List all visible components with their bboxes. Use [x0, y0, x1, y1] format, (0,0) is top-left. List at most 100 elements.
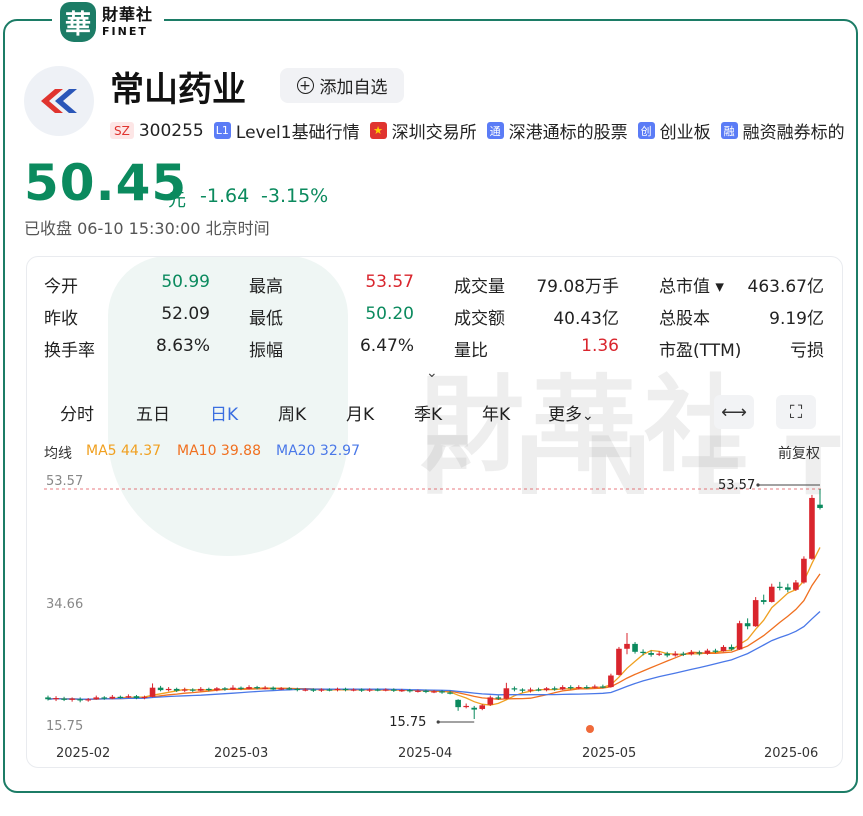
tab-quarterly-k[interactable]: 季K: [414, 405, 443, 425]
candle: [415, 690, 421, 692]
stat-value: 亏损: [790, 341, 824, 361]
stat-value: 52.09: [161, 304, 210, 324]
tag-label: 深港通标的股票: [508, 123, 628, 143]
x-tick-label: 2025-06: [764, 746, 818, 761]
plus-circle-icon: +: [296, 77, 314, 94]
brand-name-en: FINET: [102, 25, 148, 38]
tag-margin[interactable]: 融融资融券标的: [720, 118, 845, 143]
low-annotation-dot: [436, 720, 440, 724]
candle: [479, 705, 486, 709]
candle: [173, 688, 180, 691]
tab-monthly-k[interactable]: 月K: [346, 405, 375, 425]
candle: [270, 687, 276, 690]
candle: [608, 675, 614, 688]
margin-badge-icon: 融: [720, 122, 738, 139]
candle: [254, 687, 260, 689]
candle: [455, 699, 461, 708]
candle: [310, 689, 317, 691]
candle: [640, 651, 646, 654]
candle: [165, 688, 172, 691]
fullscreen-icon[interactable]: ⛶: [776, 395, 816, 429]
tag-level1[interactable]: L1 Level1基础行情: [213, 118, 360, 143]
candle: [382, 689, 389, 691]
stat-label: 成交量: [454, 277, 505, 297]
candle: [656, 653, 662, 655]
stat-value: 9.19亿: [769, 309, 824, 329]
candle: [503, 688, 510, 699]
candle: [704, 650, 711, 654]
y-tick-label: 15.75: [46, 719, 83, 734]
candle: [117, 696, 124, 699]
candle: [262, 687, 268, 689]
x-tick-label: 2025-05: [582, 746, 636, 761]
tag-label: Level1基础行情: [235, 123, 360, 143]
candle: [680, 653, 687, 655]
candle: [69, 698, 75, 700]
candle: [278, 688, 285, 690]
ma20-legend: MA20 32.97: [276, 443, 360, 459]
candle: [744, 623, 751, 627]
stock-code: 300255: [138, 120, 204, 141]
candle: [559, 687, 566, 690]
candle: [157, 687, 164, 691]
x-tick-label: 2025-02: [56, 746, 110, 761]
tag-label: 融资融券标的: [742, 123, 845, 143]
stat-label: 昨收: [44, 309, 78, 329]
stat-value: 8.63%: [155, 336, 210, 356]
expand-chevron-down-icon[interactable]: ⌄: [426, 365, 438, 381]
stat-label: 总股本: [659, 309, 710, 329]
adjust-toggle[interactable]: 前复权: [778, 446, 820, 462]
candle: [407, 690, 413, 692]
candle: [632, 643, 638, 652]
high-annotation-dot: [756, 483, 760, 487]
tab-daily-k[interactable]: 日K: [210, 405, 239, 425]
candle: [125, 696, 132, 698]
ma5-line: [47, 547, 821, 706]
candle: [390, 689, 397, 691]
tag-exchange[interactable]: ★ 深圳交易所: [369, 118, 477, 143]
candle: [696, 652, 703, 654]
china-flag-icon: ★: [369, 122, 387, 139]
candle: [809, 497, 815, 559]
market-cap-dropdown[interactable]: 总市值 ▾: [659, 277, 724, 297]
tab-intraday[interactable]: 分时: [60, 405, 94, 425]
ma10-line: [47, 573, 821, 700]
tab-5day[interactable]: 五日: [136, 405, 170, 425]
candle: [592, 686, 598, 688]
candle: [439, 691, 445, 693]
candle: [109, 696, 116, 699]
stat-value: 6.47%: [359, 336, 414, 356]
tag-label: 创业板: [659, 123, 711, 143]
candle: [760, 600, 767, 602]
candle: [286, 688, 293, 690]
candle: [149, 687, 156, 697]
add-watchlist-button[interactable]: + 添加自选: [280, 68, 404, 103]
stat-label: 成交额: [454, 309, 505, 329]
stat-value: 50.99: [161, 272, 210, 292]
chevron-down-icon: ⌄: [582, 408, 594, 424]
candle: [752, 600, 759, 627]
candle: [583, 687, 590, 689]
l1-badge-icon: L1: [213, 122, 231, 139]
tag-chinext[interactable]: 创创业板: [637, 118, 711, 143]
candle: [141, 696, 148, 699]
tab-yearly-k[interactable]: 年K: [482, 405, 511, 425]
candle: [664, 653, 671, 656]
candle: [326, 689, 333, 691]
candle: [801, 558, 807, 583]
candle: [302, 689, 309, 691]
tag-connect[interactable]: 通深港通标的股票: [486, 118, 628, 143]
tab-more[interactable]: 更多⌄: [548, 400, 594, 425]
finet-seal-icon: 華: [60, 2, 96, 42]
candle: [85, 699, 92, 701]
compress-range-icon[interactable]: ⟷: [714, 395, 754, 429]
stats-row: 今开 50.99 最高 53.57 成交量 79.08万手 总市值 ▾ 463.…: [44, 272, 834, 297]
tab-weekly-k[interactable]: 周K: [278, 405, 307, 425]
candle: [471, 707, 478, 710]
stat-value: 40.43亿: [553, 309, 619, 329]
candle: [222, 688, 228, 690]
stock-tags: SZ 300255 L1 Level1基础行情 ★ 深圳交易所 通深港通标的股票 创创…: [110, 118, 850, 143]
price-change-pct: -3.15%: [261, 185, 329, 207]
chinext-badge-icon: 创: [637, 122, 655, 139]
